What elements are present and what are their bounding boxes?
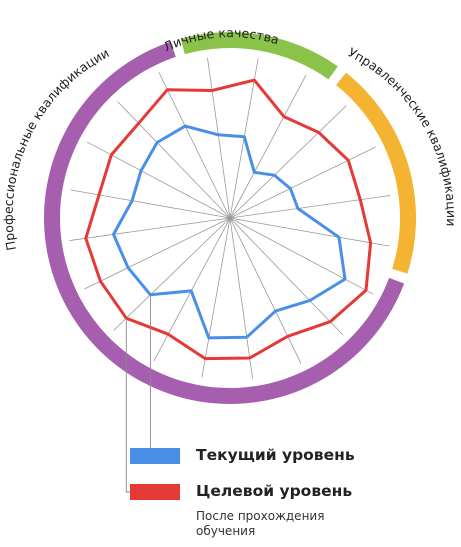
radar-spoke-2 bbox=[229, 74, 307, 219]
legend-note-line1: После прохождения bbox=[196, 509, 325, 523]
radar-spoke-6 bbox=[229, 217, 390, 247]
radar-series-0 bbox=[112, 124, 347, 340]
segment-ring bbox=[43, 32, 416, 405]
radar-series bbox=[84, 78, 373, 361]
radar-spoke-7 bbox=[229, 217, 374, 295]
legend-label-target: Целевой уровень bbox=[196, 482, 353, 500]
radar-series-1 bbox=[84, 78, 373, 361]
radar-spoke-12 bbox=[153, 217, 231, 362]
radar-spoke-11 bbox=[201, 217, 231, 378]
radar-spoke-5 bbox=[229, 195, 391, 219]
radar-spoke-15 bbox=[69, 217, 231, 241]
legend-swatch-target bbox=[130, 484, 180, 500]
radar-spoke-17 bbox=[86, 141, 231, 219]
segment-arc-0 bbox=[180, 32, 338, 80]
legend-label-current: Текущий уровень bbox=[196, 446, 355, 464]
radar-spoke-10 bbox=[229, 217, 253, 379]
legend-swatch-current bbox=[130, 448, 180, 464]
radar-spoke-16 bbox=[70, 189, 231, 219]
radar-spoke-4 bbox=[229, 146, 376, 219]
radar-spoke-9 bbox=[229, 217, 302, 364]
legend-leader-line-1 bbox=[125, 318, 130, 493]
radar-spoke-8 bbox=[229, 217, 343, 335]
radar-spoke-18 bbox=[117, 101, 231, 219]
radar-spoke-13 bbox=[113, 217, 231, 331]
radar-spoke-0 bbox=[207, 57, 231, 219]
radar-spoke-19 bbox=[158, 72, 231, 219]
radar-spoke-14 bbox=[84, 217, 231, 290]
radar-spoke-3 bbox=[229, 105, 347, 219]
segment-arc-1 bbox=[336, 72, 416, 274]
legend-note-line2: обучения bbox=[196, 524, 256, 538]
radar-spokes bbox=[69, 57, 391, 379]
